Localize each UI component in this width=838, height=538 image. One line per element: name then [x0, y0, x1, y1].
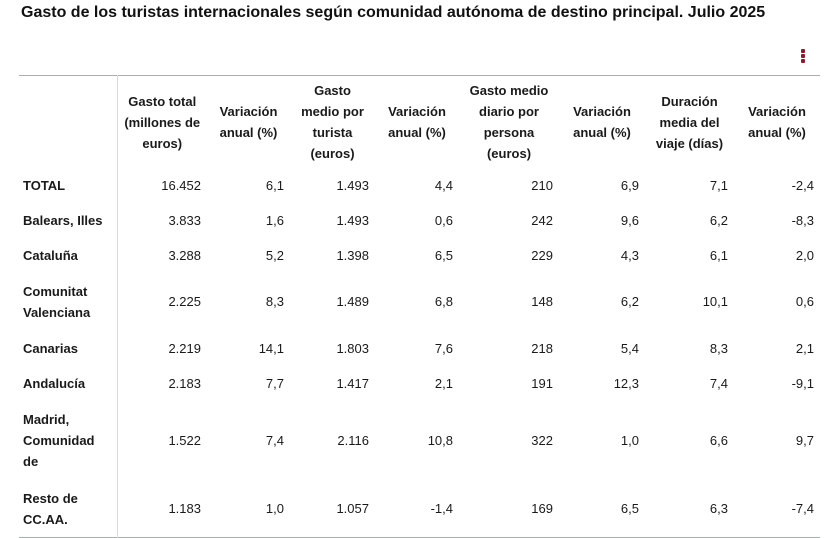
gasto-total-cell: 1.522: [168, 432, 201, 448]
gasto-diario-cell: 242: [531, 212, 553, 228]
variacion-cell: 2,1: [434, 375, 453, 391]
variacion-cell: -2,4: [791, 177, 814, 193]
variacion-cell: 6,2: [620, 294, 639, 309]
gasto-diario-cell: 191: [531, 375, 553, 391]
gasto-total-cell: 1.183: [168, 501, 201, 516]
variacion-cell: 9,6: [620, 212, 639, 228]
header-row: Gasto total (millones de euros) Variació…: [19, 75, 820, 167]
region-cell: Resto de CC.AA.: [19, 479, 118, 538]
variacion-cell: 7,6: [434, 340, 453, 356]
tourism-spending-table: Gasto total (millones de euros) Variació…: [19, 75, 820, 538]
gasto-medio-cell: 2.116: [337, 432, 369, 448]
gasto-total-cell: 2.225: [168, 294, 201, 309]
gasto-medio-cell: 1.489: [336, 294, 369, 309]
variacion-cell: 5,4: [620, 340, 639, 356]
table-row: TOTAL 16.452 6,1 1.493 4,4 210 6,9 7,1 -…: [19, 167, 820, 202]
gasto-total-cell: 2.219: [168, 340, 201, 356]
gasto-medio-cell: 1.803: [336, 340, 369, 356]
header-variacion-gasto-diario: Variación anual (%): [573, 104, 631, 140]
duracion-cell: 10,1: [702, 294, 728, 309]
gasto-total-cell: 16.452: [161, 177, 201, 193]
gasto-medio-cell: 1.493: [336, 177, 369, 193]
region-cell: Comunitat Valenciana: [19, 272, 118, 330]
table-row: Comunitat Valenciana 2.225 8,3 1.489 6,8…: [19, 272, 820, 330]
variacion-cell: 7,4: [265, 432, 284, 448]
header-variacion-gasto-medio: Variación anual (%): [388, 104, 446, 140]
gasto-diario-cell: 210: [531, 177, 553, 193]
menu-dot: [801, 59, 805, 63]
variacion-cell: 6,5: [620, 501, 639, 516]
duracion-cell: 6,6: [709, 432, 728, 448]
region-cell: Canarias: [19, 330, 118, 365]
table-title: Gasto de los turistas internacionales se…: [21, 4, 766, 21]
variacion-cell: 14,1: [258, 340, 284, 356]
variacion-cell: 6,8: [434, 294, 453, 309]
region-cell: TOTAL: [19, 167, 118, 202]
variacion-cell: 5,2: [265, 247, 284, 263]
kebab-menu-icon[interactable]: [798, 47, 808, 65]
gasto-diario-cell: 322: [531, 432, 553, 448]
variacion-cell: 6,9: [620, 177, 639, 193]
variacion-cell: 0,6: [434, 212, 453, 228]
variacion-cell: 9,7: [795, 432, 814, 448]
variacion-cell: 12,3: [613, 375, 639, 391]
duracion-cell: 7,1: [709, 177, 728, 193]
header-gasto-medio-turista: Gasto medio por turista (euros): [301, 83, 364, 161]
table-row: Madrid, Comunidad de 1.522 7,4 2.116 10,…: [19, 400, 820, 479]
table-row: Resto de CC.AA. 1.183 1,0 1.057 -1,4 169…: [19, 479, 820, 538]
variacion-cell: -7,4: [791, 501, 814, 516]
gasto-diario-cell: 218: [531, 340, 553, 356]
region-cell: Madrid, Comunidad de: [19, 400, 118, 479]
header-corner: [19, 75, 118, 167]
gasto-medio-cell: 1.057: [336, 501, 369, 516]
gasto-diario-cell: 229: [531, 247, 553, 263]
gasto-medio-cell: 1.398: [336, 247, 369, 263]
table-row: Andalucía 2.183 7,7 1.417 2,1 191 12,3 7…: [19, 365, 820, 400]
gasto-medio-cell: 1.417: [336, 375, 369, 391]
variacion-cell: 6,5: [434, 247, 453, 263]
header-variacion-duracion: Variación anual (%): [748, 104, 806, 140]
duracion-cell: 8,3: [709, 340, 728, 356]
region-cell: Balears, Illes: [19, 202, 118, 237]
variacion-cell: 7,7: [265, 375, 284, 391]
variacion-cell: 4,3: [620, 247, 639, 263]
duracion-cell: 6,1: [709, 247, 728, 263]
variacion-cell: 2,0: [795, 247, 814, 263]
table-row: Balears, Illes 3.833 1,6 1.493 0,6 242 9…: [19, 202, 820, 237]
gasto-diario-cell: 148: [531, 294, 553, 309]
gasto-medio-cell: 1.493: [336, 212, 369, 228]
duracion-cell: 7,4: [709, 375, 728, 391]
header-duracion-media: Duración media del viaje (días): [655, 93, 724, 151]
variacion-cell: 1,0: [620, 432, 639, 448]
table-row: Cataluña 3.288 5,2 1.398 6,5 229 4,3 6,1…: [19, 237, 820, 272]
header-gasto-total: Gasto total (millones de euros): [124, 93, 201, 151]
variacion-cell: 1,0: [265, 501, 284, 516]
variacion-cell: 8,3: [265, 294, 284, 309]
variacion-cell: 2,1: [795, 340, 814, 356]
gasto-diario-cell: 169: [531, 501, 553, 516]
duracion-cell: 6,2: [709, 212, 728, 228]
menu-dot: [801, 49, 805, 53]
variacion-cell: 0,6: [795, 294, 814, 309]
menu-dot: [801, 54, 805, 58]
variacion-cell: -8,3: [791, 212, 814, 228]
header-gasto-diario: Gasto medio diario por persona (euros): [469, 83, 549, 161]
variacion-cell: -9,1: [791, 375, 814, 391]
gasto-total-cell: 3.288: [168, 247, 201, 263]
gasto-total-cell: 3.833: [168, 212, 201, 228]
variacion-cell: 10,8: [427, 432, 453, 448]
variacion-cell: 6,1: [265, 177, 284, 193]
variacion-cell: -1,4: [430, 501, 453, 516]
gasto-total-cell: 2.183: [168, 375, 201, 391]
header-variacion-gasto-total: Variación anual (%): [219, 104, 278, 140]
region-cell: Andalucía: [19, 365, 118, 400]
table-row: Canarias 2.219 14,1 1.803 7,6 218 5,4 8,…: [19, 330, 820, 365]
duracion-cell: 6,3: [709, 501, 728, 516]
variacion-cell: 4,4: [434, 177, 453, 193]
variacion-cell: 1,6: [265, 212, 284, 228]
region-cell: Cataluña: [19, 237, 118, 272]
